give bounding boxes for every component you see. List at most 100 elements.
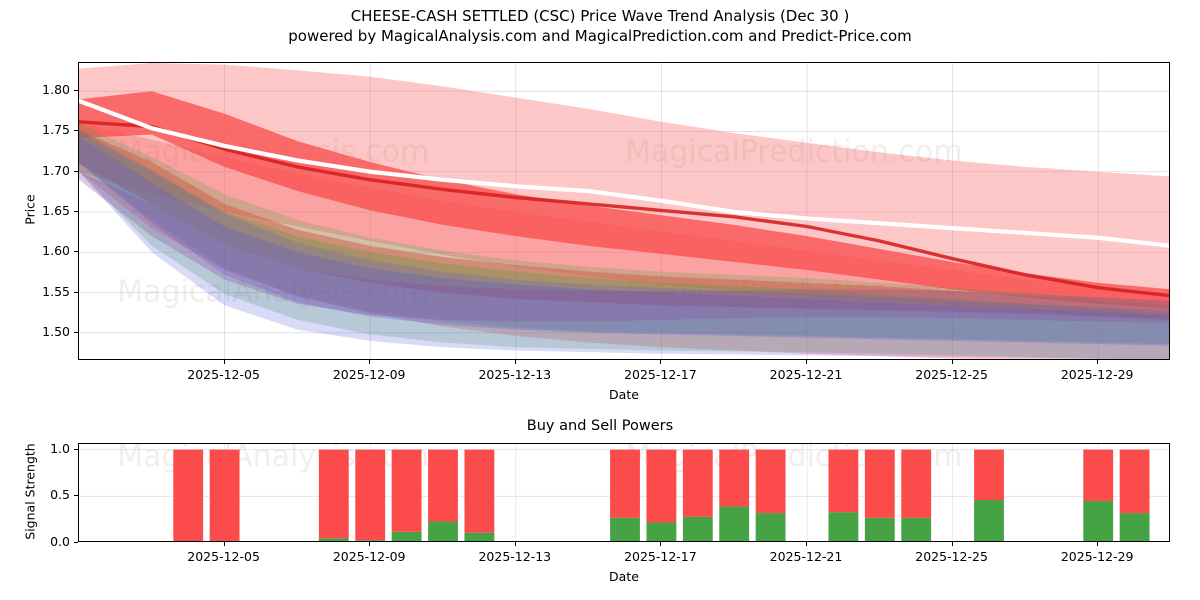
sell-power-segment[interactable] [318,449,349,539]
signal-y-tickmark [74,448,78,450]
price-y-tickmark [74,251,78,253]
signal-bar[interactable] [901,449,932,542]
signal-x-tick-label: 2025-12-13 [478,549,552,564]
signal-x-tickmark [660,542,662,546]
buy-power-segment[interactable] [974,500,1004,542]
buy-power-segment[interactable] [901,517,932,542]
buy-power-segment[interactable] [1119,513,1150,542]
price-y-tickmark [74,291,78,293]
sell-power-segment[interactable] [464,449,495,533]
price-x-tick-label: 2025-12-17 [624,367,697,382]
signal-y-tick-label: 0.0 [50,534,70,549]
price-x-tick-label: 2025-12-21 [769,367,843,382]
price-x-tick-label: 2025-12-05 [187,367,260,382]
price-x-tickmark [806,360,807,364]
signal-bar[interactable] [755,449,786,542]
signal-bar[interactable] [1119,449,1150,542]
signal-bar[interactable] [719,449,750,542]
price-y-tick-label: 1.80 [42,82,70,98]
buy-power-segment[interactable] [828,512,859,542]
buy-power-segment[interactable] [682,516,713,542]
sell-power-segment[interactable] [755,449,786,514]
signal-bar[interactable] [391,449,422,542]
signal-bar[interactable] [646,449,677,542]
signal-bar[interactable] [864,449,895,542]
price-x-tick-label: 2025-12-25 [915,367,988,382]
price-y-tickmark [74,170,78,172]
signal-bar[interactable] [318,449,349,542]
signal-chart-canvas: MagicalAnalysis.com MagicalPrediction.com [79,444,1169,542]
sell-power-segment[interactable] [974,449,1004,501]
signal-x-tick-label: 2025-12-05 [187,549,260,564]
buy-power-segment[interactable] [428,521,458,542]
signal-bar[interactable] [828,449,859,542]
price-line-red-trend-line [79,120,1169,298]
title-line-primary: CHEESE-CASH SETTLED (CSC) Price Wave Tre… [350,7,850,25]
price-band-inner-red-band [79,91,1169,309]
signal-chart-plot-area: MagicalAnalysis.com MagicalPrediction.com [78,443,1170,542]
signal-bar[interactable] [1083,449,1114,542]
sell-power-segment[interactable] [610,449,640,518]
price-band-blue-band-inner [79,136,1169,346]
price-y-axis-label: Price [22,194,38,225]
price-chart-plot-area: MagicalAnalysis.comMagicalPrediction.com… [78,62,1170,360]
sell-power-segment[interactable] [682,449,713,517]
buy-power-segment[interactable] [719,506,750,542]
price-line-white-separator-line [79,98,1169,248]
page-title: CHEESE-CASH SETTLED (CSC) Price Wave Tre… [0,6,1200,46]
buy-power-segment[interactable] [318,538,349,542]
buy-power-segment[interactable] [1083,500,1114,542]
price-band-green-band-outer [79,123,1169,359]
sell-power-segment[interactable] [173,449,204,542]
buy-power-segment[interactable] [646,522,677,542]
signal-x-tick-label: 2025-12-17 [624,549,697,564]
signal-y-tickmark [74,495,78,497]
sell-power-segment[interactable] [209,449,240,542]
signal-chart-title: Buy and Sell Powers [526,418,674,434]
price-y-tick-label: 1.65 [42,203,70,218]
price-y-tick-label: 1.75 [42,122,70,138]
sell-power-segment[interactable] [901,449,932,518]
signal-bar[interactable] [464,449,495,542]
price-x-tick-label: 2025-12-09 [332,367,406,382]
price-band-purple-overlap-band [79,171,1169,324]
buy-power-segment[interactable] [391,531,422,542]
sell-power-segment[interactable] [428,449,458,522]
sell-power-segment[interactable] [1083,449,1114,501]
signal-bar[interactable] [173,449,204,542]
price-x-tick-label: 2025-12-29 [1060,367,1134,382]
watermark-text: MagicalPrediction.com [625,134,963,169]
price-y-tickmark [74,130,78,132]
signal-bar[interactable] [209,449,240,542]
price-x-tickmark [369,360,371,364]
price-x-tickmark [951,360,953,364]
sell-power-segment[interactable] [719,449,750,507]
sell-power-segment[interactable] [391,449,422,532]
price-y-tick-label: 1.70 [42,162,70,178]
price-y-tickmark [74,331,78,333]
signal-bar[interactable] [682,449,713,542]
buy-power-segment[interactable] [610,517,640,542]
buy-power-segment[interactable] [755,513,786,542]
signal-bar[interactable] [355,449,386,542]
sell-power-segment[interactable] [355,449,386,541]
price-chart-canvas: MagicalAnalysis.comMagicalPrediction.com… [79,63,1169,359]
signal-x-axis-label: Date [609,569,639,584]
signal-x-tickmark [806,542,807,546]
sell-power-segment[interactable] [1119,449,1150,514]
price-y-tick-label: 1.55 [42,283,70,299]
buy-power-segment[interactable] [355,540,386,542]
signal-bar[interactable] [974,449,1004,542]
buy-power-segment[interactable] [464,532,495,542]
sell-power-segment[interactable] [828,449,859,513]
sell-power-segment[interactable] [646,449,677,523]
signal-x-tickmark [223,542,225,546]
price-band-blue-band-outer [79,129,1169,359]
buy-power-segment[interactable] [864,517,895,542]
signal-bar[interactable] [428,449,458,542]
signal-bar[interactable] [610,449,640,542]
title-line-secondary: powered by MagicalAnalysis.com and Magic… [288,27,912,45]
price-x-axis-label: Date [609,387,639,402]
sell-power-segment[interactable] [864,449,895,518]
